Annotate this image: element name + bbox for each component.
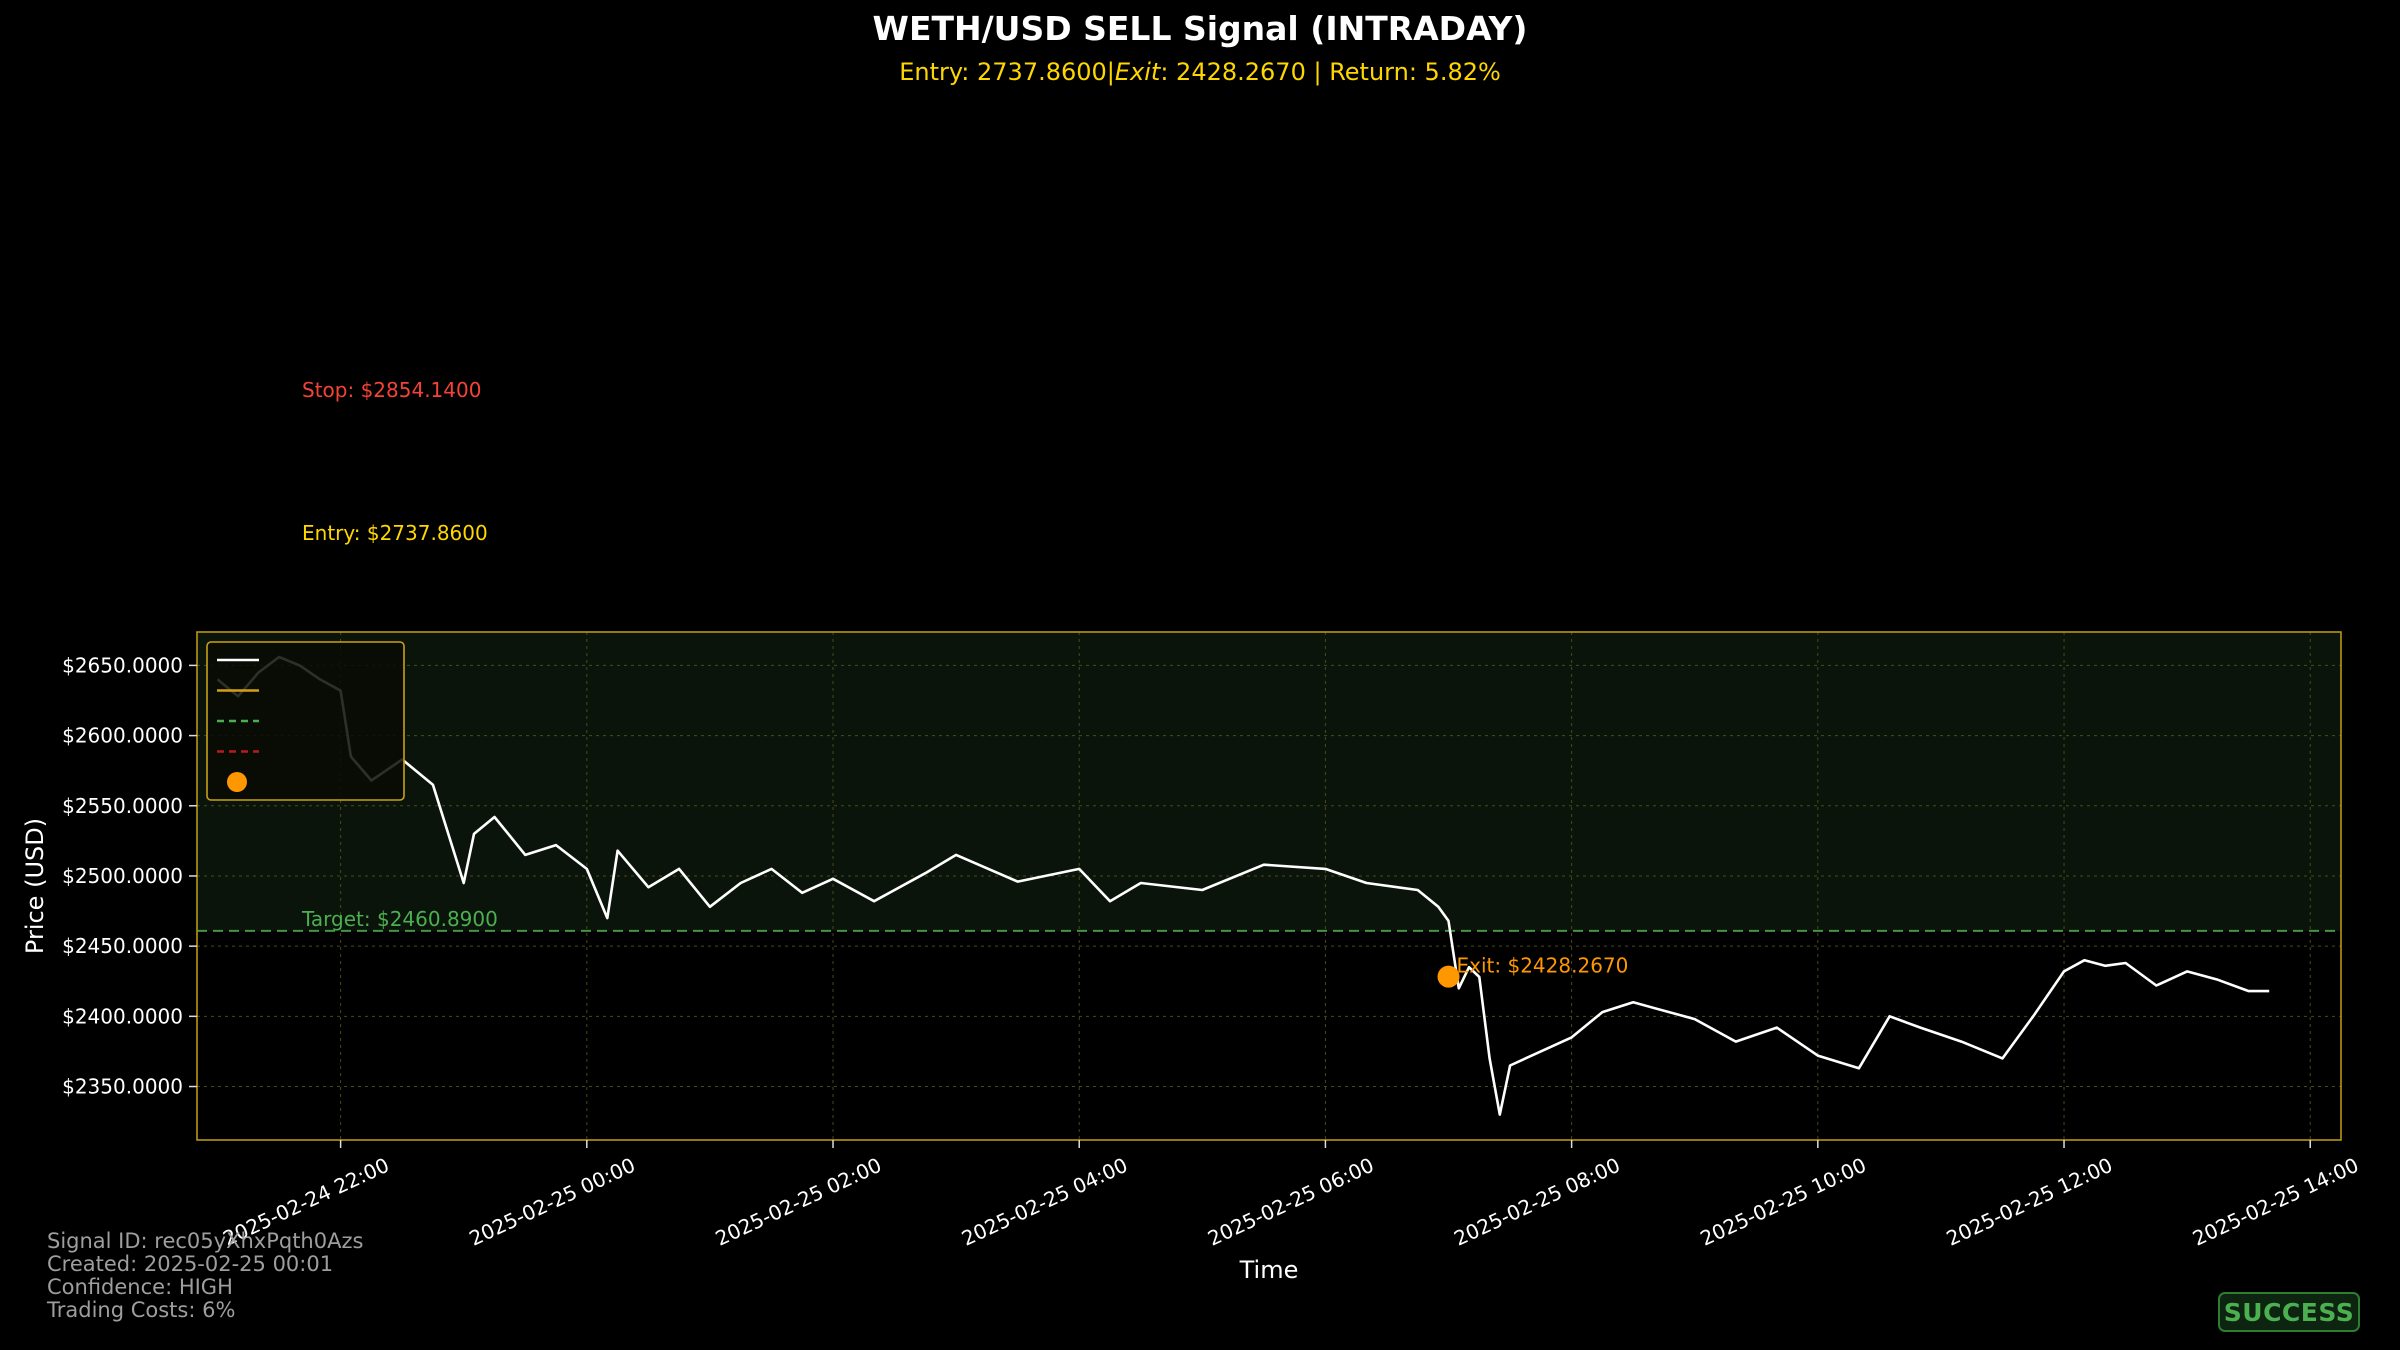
y-tick-label: $2500.0000 bbox=[62, 864, 183, 888]
status-badge: SUCCESS bbox=[2218, 1292, 2360, 1332]
legend bbox=[206, 641, 405, 801]
y-axis-ticks: $2350.0000 $2400.0000 $2450.0000 $2500.0000… bbox=[62, 653, 197, 1099]
legend-marker bbox=[227, 772, 247, 792]
y-tick-label: $2550.0000 bbox=[62, 794, 183, 818]
subtitle-exit-value: : 2428.2670 bbox=[1160, 58, 1306, 86]
stop-label: Stop: $2854.1400 bbox=[302, 378, 481, 402]
y-tick-label: $2450.0000 bbox=[62, 934, 183, 958]
y-tick-label: $2350.0000 bbox=[62, 1075, 183, 1099]
x-tick-label: 2025-02-25 04:00 bbox=[958, 1153, 1131, 1251]
price-series-line bbox=[216, 655, 2270, 1116]
profit-zone bbox=[197, 632, 2341, 931]
exit-marker bbox=[1437, 965, 1460, 988]
x-tick-label: 2025-02-25 00:00 bbox=[465, 1153, 638, 1251]
subtitle-entry: Entry: 2737.8600| bbox=[899, 58, 1115, 86]
y-tick-label: $2650.0000 bbox=[62, 653, 183, 677]
x-tick-label: 2025-02-25 08:00 bbox=[1450, 1153, 1623, 1251]
x-tick-label: 2025-02-25 10:00 bbox=[1696, 1153, 1869, 1251]
y-tick-label: $2400.0000 bbox=[62, 1004, 183, 1028]
trading-costs: Trading Costs: 6% bbox=[47, 1298, 236, 1322]
plot-frame bbox=[196, 631, 2342, 1141]
entry-label: Entry: $2737.8600 bbox=[302, 521, 488, 545]
subtitle-return: | Return: 5.82% bbox=[1306, 58, 1501, 86]
created-date: Created: 2025-02-25 00:01 bbox=[47, 1252, 334, 1276]
exit-label: Exit: $2428.2670 bbox=[1457, 954, 1629, 978]
x-axis-label: Time bbox=[1239, 1256, 1299, 1284]
x-axis-ticks: 2025-02-24 22:00 2025-02-25 00:00 2025-02-… bbox=[219, 1140, 2362, 1251]
x-tick-label: 2025-02-25 12:00 bbox=[1943, 1153, 2116, 1251]
target-label: Target: $2460.8900 bbox=[301, 907, 498, 931]
x-tick-label: 2025-02-25 14:00 bbox=[2189, 1153, 2362, 1251]
y-axis-label: Price (USD) bbox=[21, 818, 49, 954]
x-tick-label: 2025-02-25 06:00 bbox=[1204, 1153, 1377, 1251]
chart-subtitle: Entry: 2737.8600|Exit: 2428.2670 | Retur… bbox=[899, 58, 1501, 86]
y-tick-label: $2600.0000 bbox=[62, 724, 183, 748]
legend-box bbox=[206, 641, 405, 801]
chart-title: WETH/USD SELL Signal (INTRADAY) bbox=[873, 9, 1528, 48]
signal-info: Signal ID: rec05yXhxPqth0Azs Created: 20… bbox=[47, 1230, 363, 1322]
x-tick-label: 2025-02-25 02:00 bbox=[712, 1153, 885, 1251]
subtitle-exit-label: Exit bbox=[1115, 58, 1162, 86]
signal-id: Signal ID: rec05yXhxPqth0Azs bbox=[47, 1229, 364, 1253]
plot-area bbox=[196, 631, 2342, 1141]
confidence: Confidence: HIGH bbox=[47, 1275, 233, 1299]
legend-entries bbox=[217, 658, 259, 792]
